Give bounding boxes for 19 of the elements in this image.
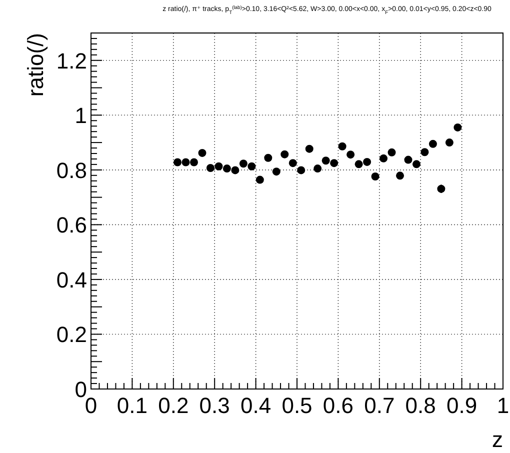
y-tick-label: 1.2 [56,48,87,74]
y-tick-label: 0.2 [56,322,87,348]
y-tick-label: 0.6 [56,212,87,238]
y-tick-label: 0.8 [56,158,87,183]
x-tick-label: 0.2 [158,393,189,418]
x-tick-label: 0.8 [405,393,436,418]
y-tick-label: 1 [74,103,87,128]
y-tick-label: 0 [74,377,87,402]
x-tick-label: 0.9 [446,393,478,418]
x-tick-label: 0.6 [322,393,354,418]
x-axis-title: z [492,427,503,452]
x-tick-label: 0.5 [282,393,312,418]
x-tick-label: 0.3 [199,393,230,418]
x-tick-label: 0.4 [240,393,272,418]
y-axis-title: ratio(/) [23,33,48,97]
y-tick-label: 0.4 [56,267,87,292]
x-tick-label: 1 [496,393,510,418]
x-tick-label: 0.7 [364,393,395,418]
x-tick-label: 0.1 [116,393,148,418]
